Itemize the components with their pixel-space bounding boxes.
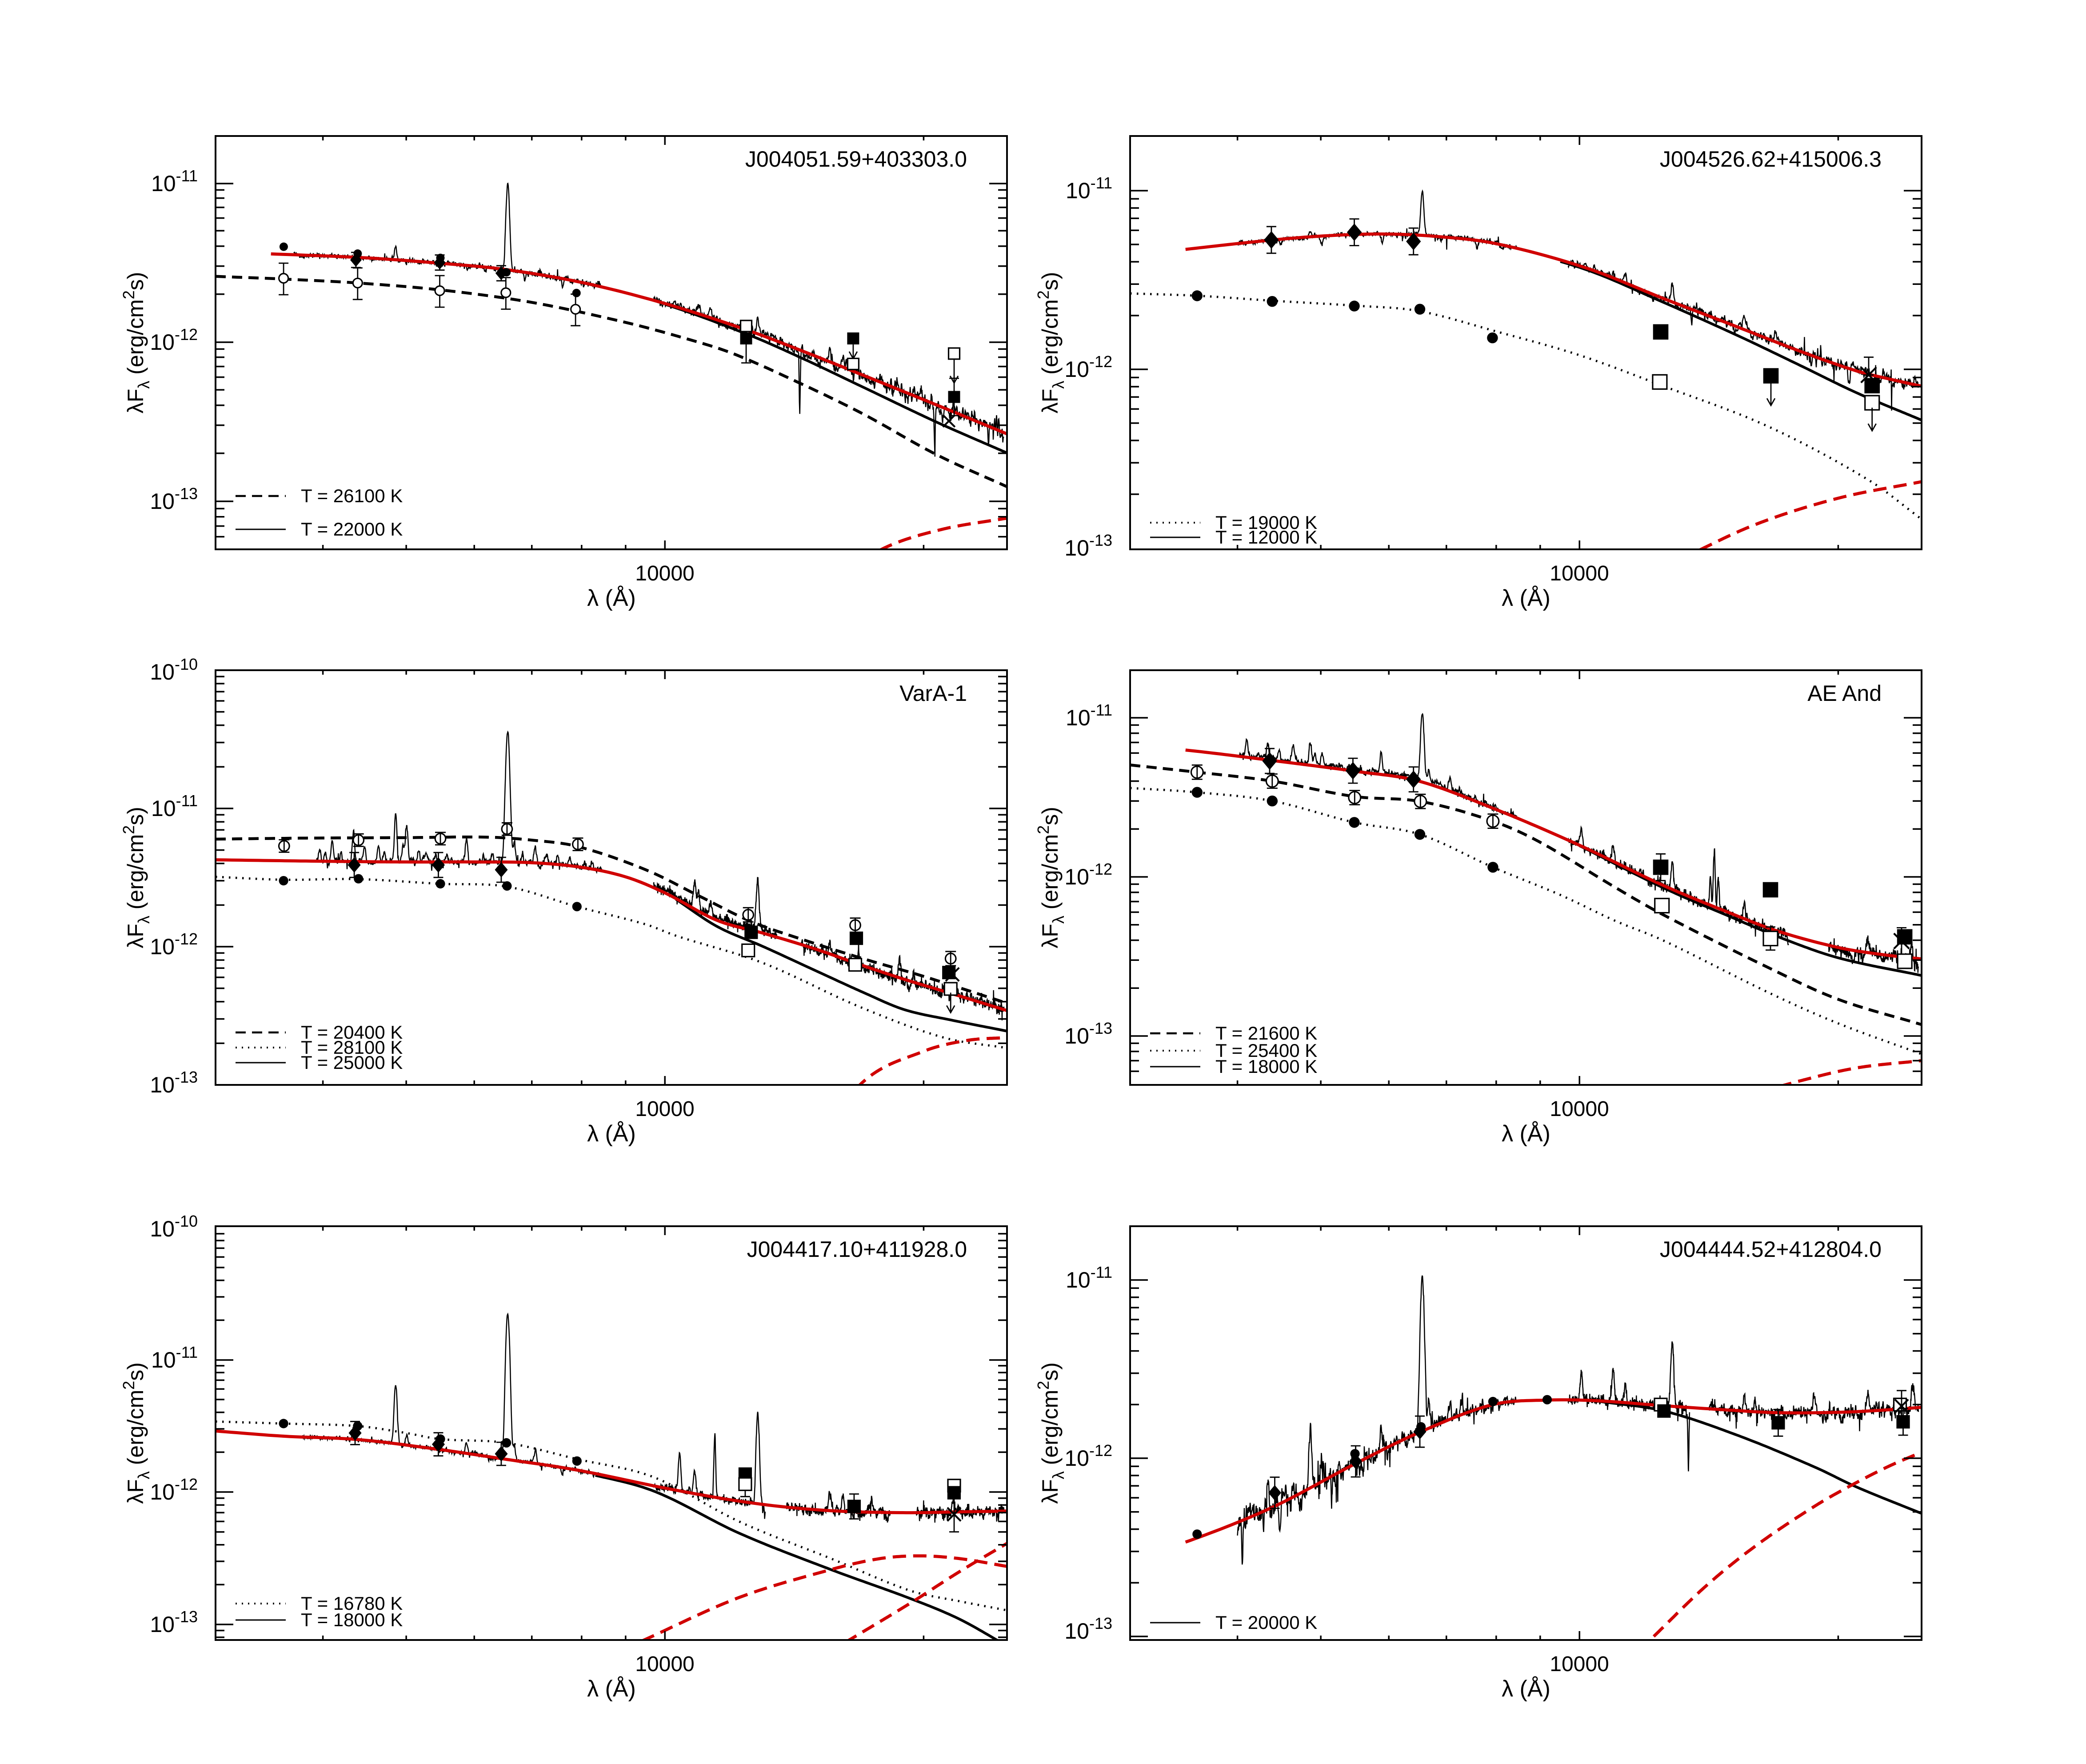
svg-text:J004526.62+415006.3: J004526.62+415006.3 [1660,147,1882,172]
svg-text:λFλ (erg/cm2s): λFλ (erg/cm2s) [120,272,153,414]
svg-text:λ (Å): λ (Å) [1502,1121,1551,1147]
svg-text:10000: 10000 [1550,1652,1609,1676]
svg-text:λ (Å): λ (Å) [587,1676,636,1702]
svg-text:λ (Å): λ (Å) [587,1121,636,1147]
svg-text:T = 25400 K: T = 25400 K [1215,1040,1317,1061]
svg-text:AE And: AE And [1807,681,1882,706]
svg-text:T = 19000 K: T = 19000 K [1215,512,1317,533]
svg-text:10000: 10000 [1550,1097,1609,1121]
svg-text:λ (Å): λ (Å) [587,585,636,611]
svg-text:T = 26100 K: T = 26100 K [301,485,403,506]
svg-text:λFλ (erg/cm2s): λFλ (erg/cm2s) [1034,807,1067,948]
svg-text:T = 20000 K: T = 20000 K [1215,1612,1317,1633]
svg-text:10-12: 10-12 [1064,1441,1112,1471]
svg-text:T = 28100 K: T = 28100 K [301,1037,403,1058]
svg-text:λFλ (erg/cm2s): λFλ (erg/cm2s) [120,807,153,948]
svg-text:T = 25000 K: T = 25000 K [301,1052,403,1073]
svg-text:J004417.10+411928.0: J004417.10+411928.0 [747,1237,967,1262]
svg-text:J004444.52+412804.0: J004444.52+412804.0 [1660,1237,1882,1262]
svg-text:10000: 10000 [1550,562,1609,585]
svg-text:λ (Å): λ (Å) [1502,585,1551,611]
svg-text:T = 22000 K: T = 22000 K [301,519,403,540]
svg-text:10000: 10000 [635,562,694,585]
svg-text:λ (Å): λ (Å) [1502,1676,1551,1702]
svg-text:T = 12000 K: T = 12000 K [1215,527,1317,548]
svg-text:T = 20400 K: T = 20400 K [301,1022,403,1043]
svg-text:10000: 10000 [635,1097,694,1121]
svg-text:T = 16780 K: T = 16780 K [301,1593,403,1614]
svg-text:T = 18000 K: T = 18000 K [1215,1056,1317,1077]
svg-text:VarA-1: VarA-1 [899,681,967,706]
svg-text:λFλ (erg/cm2s): λFλ (erg/cm2s) [1034,1362,1067,1504]
svg-text:10-13: 10-13 [1064,1614,1112,1644]
svg-text:10-13: 10-13 [150,1068,198,1097]
svg-text:J004051.59+403303.0: J004051.59+403303.0 [745,147,967,172]
svg-text:10-13: 10-13 [150,1608,198,1637]
svg-text:10000: 10000 [635,1652,694,1676]
svg-text:T = 21600 K: T = 21600 K [1215,1023,1317,1044]
svg-text:T = 18000 K: T = 18000 K [301,1609,403,1630]
svg-text:10-11: 10-11 [1066,174,1112,203]
svg-text:λFλ (erg/cm2s): λFλ (erg/cm2s) [1034,272,1067,414]
